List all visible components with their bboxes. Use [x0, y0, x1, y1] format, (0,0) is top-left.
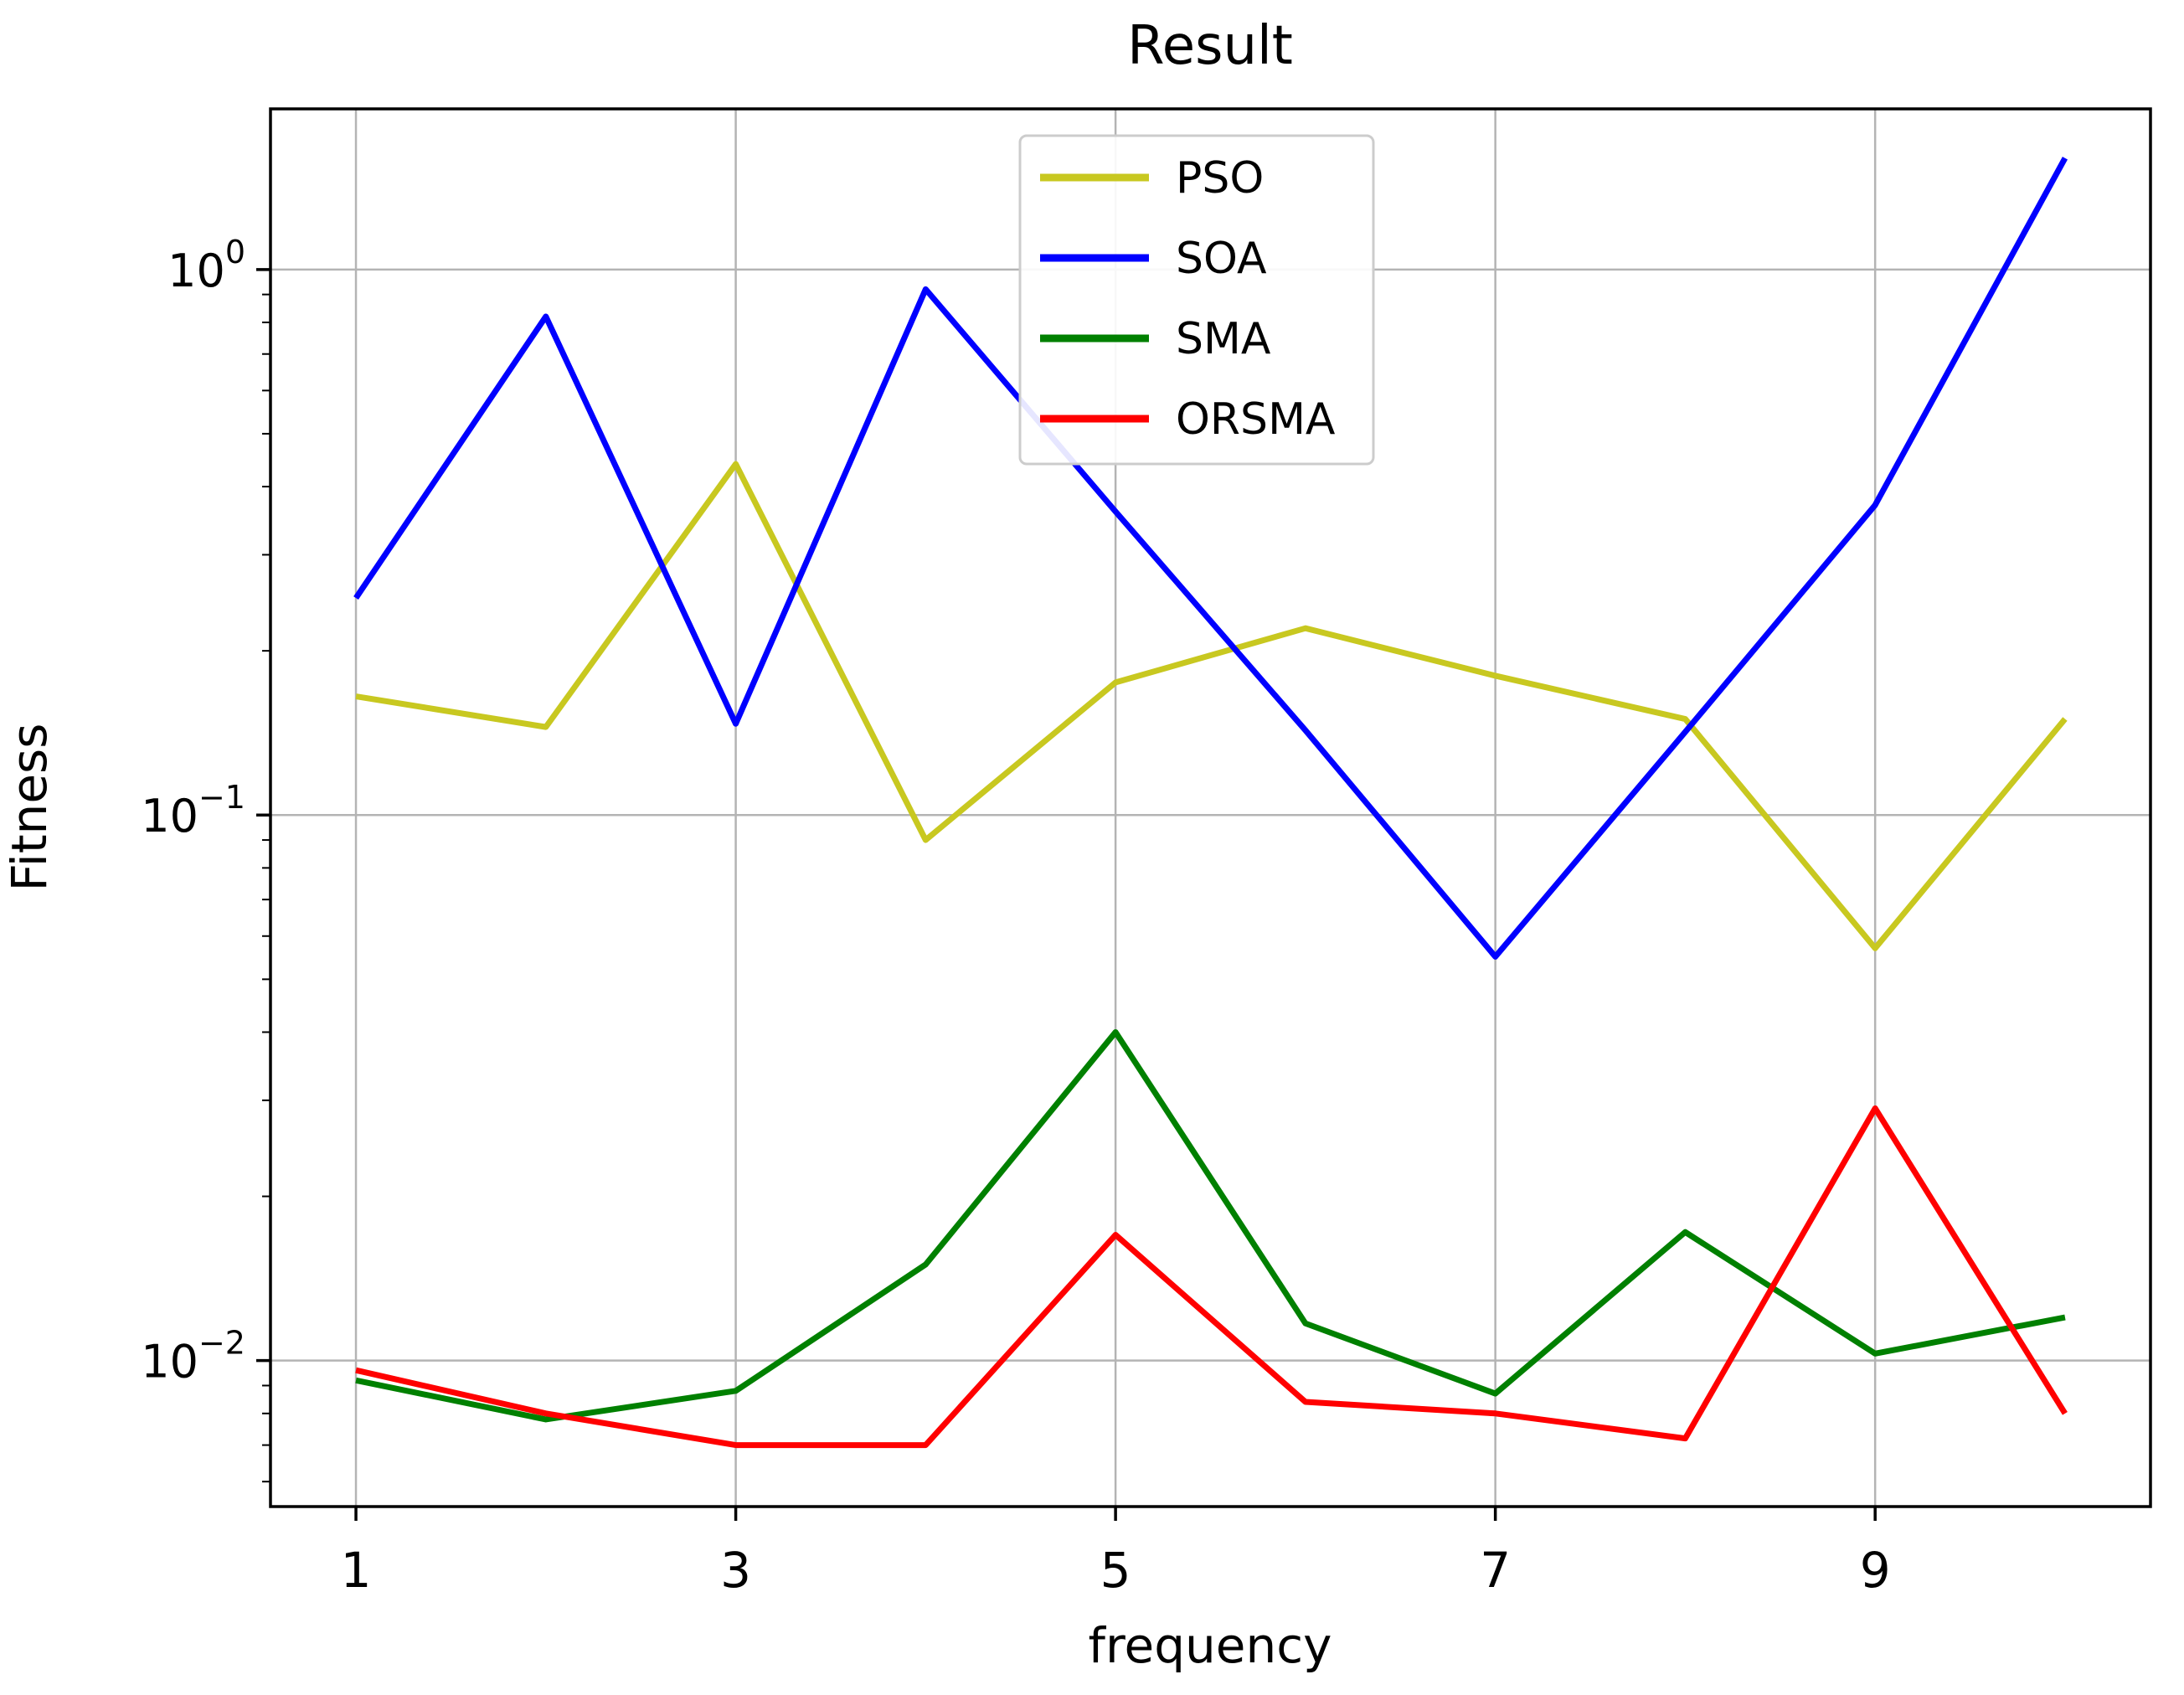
- legend-entry-soa: SOA: [1040, 234, 1267, 284]
- series-line-orsma: [355, 1105, 2068, 1449]
- legend-entry-pso: PSO: [1040, 153, 1264, 204]
- legend-entry-orsma: ORSMA: [1040, 394, 1336, 445]
- series-line-pso: [355, 461, 2068, 951]
- legend-label-sma: SMA: [1176, 314, 1271, 364]
- axes-spines: [269, 107, 2152, 1508]
- legend-entry-sma: SMA: [1040, 314, 1271, 364]
- legend-label-soa: SOA: [1176, 234, 1267, 284]
- legend-label-pso: PSO: [1176, 153, 1264, 204]
- y-tick-label: 100: [167, 234, 245, 297]
- series-line-sma: [355, 1028, 2066, 1423]
- y-tick-label: 10−2: [141, 1325, 245, 1388]
- series-line-soa: [353, 157, 2068, 960]
- tick-labels: 1 3 5 7 9 100 10−1 10−2: [141, 234, 1890, 1599]
- y-tick-label: 10−1: [141, 779, 245, 842]
- legend-box: [1018, 134, 1375, 466]
- legend-label-orsma: ORSMA: [1176, 394, 1336, 445]
- series-lines: [353, 157, 2068, 1449]
- x-tick-label: 5: [1100, 1542, 1131, 1599]
- x-tick-label: 1: [341, 1542, 372, 1599]
- legend: PSO SOA SMA ORSMA: [1018, 134, 1375, 466]
- x-axis-label: frequency: [1089, 1617, 1332, 1674]
- x-tick-label: 7: [1480, 1542, 1511, 1599]
- y-axis-label: Fitness: [1, 724, 58, 892]
- x-tick-label: 9: [1860, 1542, 1891, 1599]
- x-tick-label: 3: [720, 1542, 751, 1599]
- chart-title: Result: [1127, 15, 1293, 77]
